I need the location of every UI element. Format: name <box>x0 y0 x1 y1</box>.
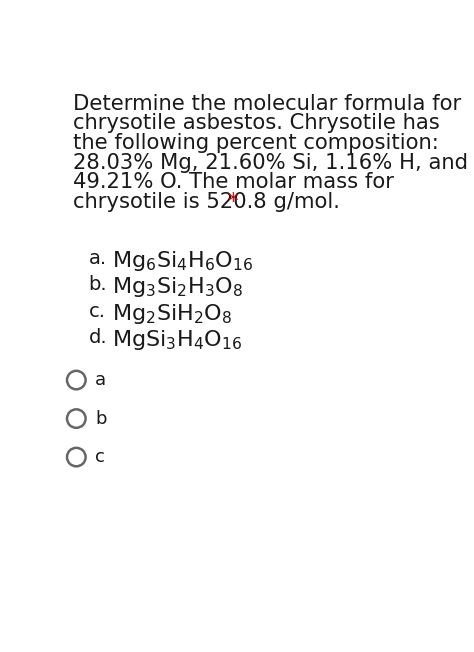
Text: Determine the molecular formula for: Determine the molecular formula for <box>73 94 462 113</box>
Text: b: b <box>95 409 106 428</box>
Text: b.: b. <box>89 275 107 294</box>
Text: chrysotile asbestos. Chrysotile has: chrysotile asbestos. Chrysotile has <box>73 113 440 133</box>
Text: c: c <box>95 448 105 466</box>
Text: a: a <box>95 371 106 389</box>
Text: *: * <box>228 192 238 212</box>
Text: a.: a. <box>89 249 107 268</box>
Text: $\mathregular{Mg_6Si_4H_6O_{16}}$: $\mathregular{Mg_6Si_4H_6O_{16}}$ <box>112 249 253 273</box>
Text: c.: c. <box>89 301 106 321</box>
Text: 28.03% Mg, 21.60% Si, 1.16% H, and: 28.03% Mg, 21.60% Si, 1.16% H, and <box>73 153 468 173</box>
Text: $\mathregular{MgSi_3H_4O_{16}}$: $\mathregular{MgSi_3H_4O_{16}}$ <box>112 328 242 351</box>
Text: $\mathregular{Mg_2SiH_2O_8}$: $\mathregular{Mg_2SiH_2O_8}$ <box>112 301 232 325</box>
Text: chrysotile is 520.8 g/mol.: chrysotile is 520.8 g/mol. <box>73 192 340 212</box>
Text: $\mathregular{Mg_3Si_2H_3O_8}$: $\mathregular{Mg_3Si_2H_3O_8}$ <box>112 275 243 299</box>
Text: d.: d. <box>89 328 107 347</box>
Text: 49.21% O. The molar mass for: 49.21% O. The molar mass for <box>73 172 394 192</box>
Text: the following percent composition:: the following percent composition: <box>73 133 439 153</box>
